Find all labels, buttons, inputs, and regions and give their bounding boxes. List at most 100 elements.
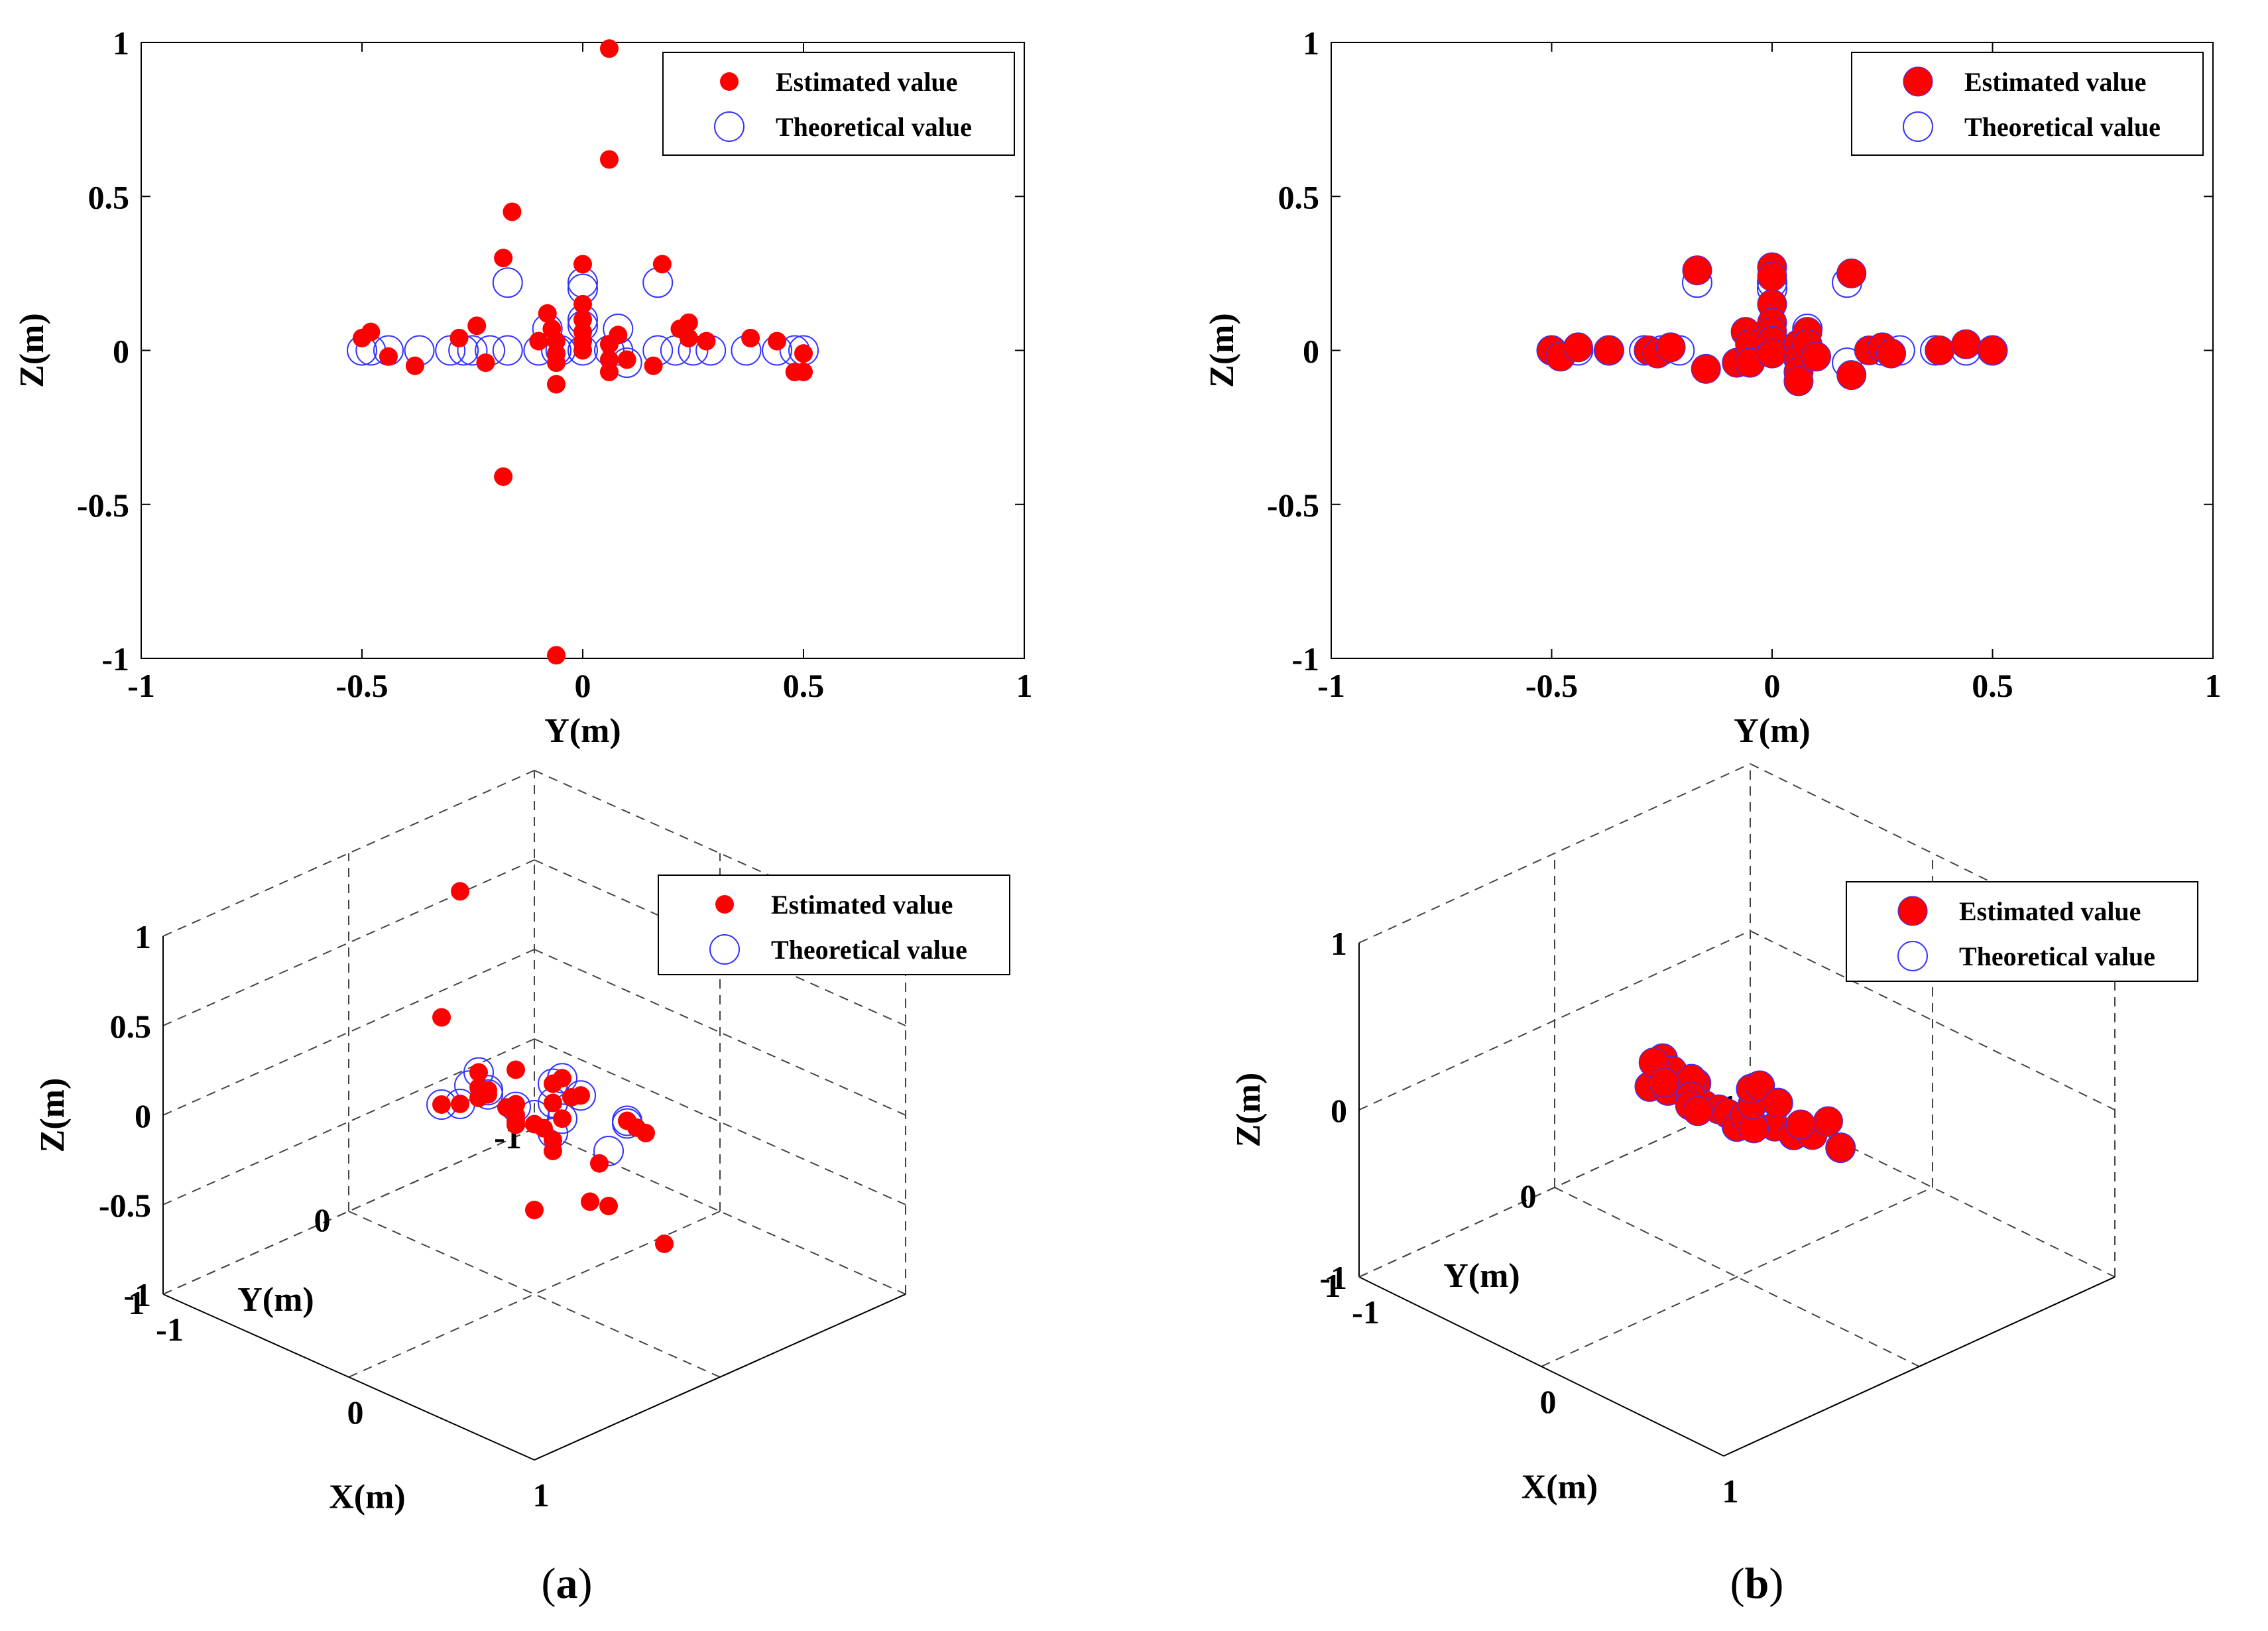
- legend-label: Estimated value: [776, 67, 957, 97]
- z-tick-label: -0.5: [99, 1187, 151, 1224]
- caption-a: (a): [542, 1559, 593, 1608]
- z-axis-label: Z(m): [1230, 1073, 1268, 1148]
- x-axis-label: X(m): [329, 1479, 406, 1516]
- estimated-point: [507, 1095, 525, 1114]
- y-axis-label: Z(m): [13, 313, 51, 388]
- grid-line: [162, 770, 535, 937]
- y-axis-edge: [1723, 1276, 2116, 1457]
- estimated-point: [1655, 332, 1686, 363]
- estimated-point: [573, 255, 592, 274]
- x-axis: [1358, 1276, 1724, 1457]
- estimated-point: [590, 1154, 609, 1173]
- estimated-point: [599, 150, 619, 169]
- estimated-point: [1783, 366, 1814, 396]
- estimated-point: [652, 255, 672, 274]
- y-tick-label: 0: [314, 1201, 331, 1238]
- estimated-point: [1757, 338, 1787, 369]
- y-tick-label: 0: [1303, 333, 1319, 370]
- estimated-point: [679, 328, 698, 347]
- estimated-point: [379, 347, 398, 366]
- estimated-point: [538, 304, 557, 323]
- estimated-point: [476, 353, 495, 373]
- estimated-point: [525, 1201, 544, 1219]
- theoretical-point: [642, 267, 674, 298]
- estimated-point: [469, 1078, 488, 1097]
- estimated-point: [768, 332, 787, 351]
- legend-label: Theoretical value: [1959, 941, 2155, 971]
- estimated-point: [571, 1086, 590, 1105]
- legend-marker-1: [1903, 111, 1933, 142]
- grid-line: [162, 949, 535, 1116]
- legend-box: [658, 875, 1010, 975]
- grid-line: [534, 859, 906, 1026]
- grid-line: [1541, 1187, 1933, 1367]
- estimated-point: [581, 1192, 599, 1211]
- grid-line: [162, 859, 535, 1026]
- estimated-point: [405, 356, 424, 375]
- legend-label: Theoretical value: [771, 935, 967, 965]
- estimated-point: [432, 1095, 451, 1114]
- z-tick-label: 0: [1331, 1092, 1347, 1129]
- estimated-point: [599, 39, 619, 58]
- y-tick-label: 0: [113, 333, 129, 370]
- estimated-point: [794, 344, 813, 363]
- estimated-point: [1757, 261, 1787, 292]
- y-tick-label: 1: [1325, 1267, 1341, 1304]
- legend-box: [662, 52, 1015, 156]
- x-axis: [162, 1294, 535, 1461]
- y-tick-label: 1: [1303, 25, 1319, 62]
- estimated-point: [679, 313, 698, 332]
- theoretical-point: [547, 1103, 577, 1134]
- estimated-point: [627, 1118, 646, 1137]
- x-tick-label: 1: [2205, 667, 2222, 704]
- estimated-point: [503, 202, 522, 221]
- x-axis-label: Y(m): [1734, 712, 1811, 750]
- estimated-point: [547, 375, 566, 394]
- legend-marker-1: [714, 111, 745, 142]
- estimated-point: [1836, 360, 1867, 391]
- z-axis-label: Z(m): [34, 1078, 72, 1153]
- grid-line: [1358, 763, 1751, 943]
- estimated-point: [599, 1197, 618, 1215]
- caption-b: (b): [1730, 1559, 1784, 1608]
- estimated-point: [1978, 335, 2007, 365]
- y-tick-label: 1: [113, 25, 129, 62]
- y-axis-label: Y(m): [1443, 1257, 1520, 1295]
- estimated-point: [1594, 335, 1624, 365]
- estimated-point: [469, 1063, 488, 1082]
- legend-marker-1: [709, 934, 740, 965]
- estimated-point: [1682, 255, 1712, 286]
- grid-line: [1750, 930, 2116, 1111]
- estimated-point: [573, 341, 592, 360]
- legend-label: Theoretical value: [1964, 112, 2161, 142]
- estimated-point: [353, 328, 371, 347]
- x-tick-label: -0.5: [1525, 667, 1578, 704]
- z-tick-label: 1: [135, 918, 151, 955]
- x-tick-label: -1: [127, 667, 155, 704]
- legend-marker-0: [1903, 66, 1933, 97]
- estimated-point: [547, 353, 566, 373]
- x-tick-label: 1: [1722, 1473, 1739, 1510]
- z-tick-label: 1: [1331, 925, 1347, 962]
- y-tick-label: 1: [129, 1284, 145, 1321]
- estimated-point: [494, 249, 513, 268]
- x-tick-label: 0: [1540, 1383, 1557, 1420]
- y-axis-label: Z(m): [1203, 313, 1241, 388]
- legend-marker-1: [1897, 941, 1928, 971]
- estimated-point: [697, 332, 716, 351]
- estimated-point: [1683, 1096, 1713, 1126]
- legend-label: Theoretical value: [776, 112, 972, 142]
- grid-line: [1358, 930, 1751, 1111]
- x-tick-label: 1: [533, 1477, 550, 1514]
- estimated-point: [1836, 258, 1867, 288]
- x-tick-label: 0: [575, 667, 591, 704]
- estimated-point: [1876, 338, 1907, 369]
- estimated-point: [1951, 329, 1982, 359]
- z-tick-label: -1: [123, 1276, 151, 1313]
- x-tick-label: -0.5: [335, 667, 388, 704]
- y-tick-label: 0.5: [88, 178, 130, 215]
- z-tick-label: 0.5: [110, 1008, 152, 1045]
- grid-line: [534, 1038, 906, 1205]
